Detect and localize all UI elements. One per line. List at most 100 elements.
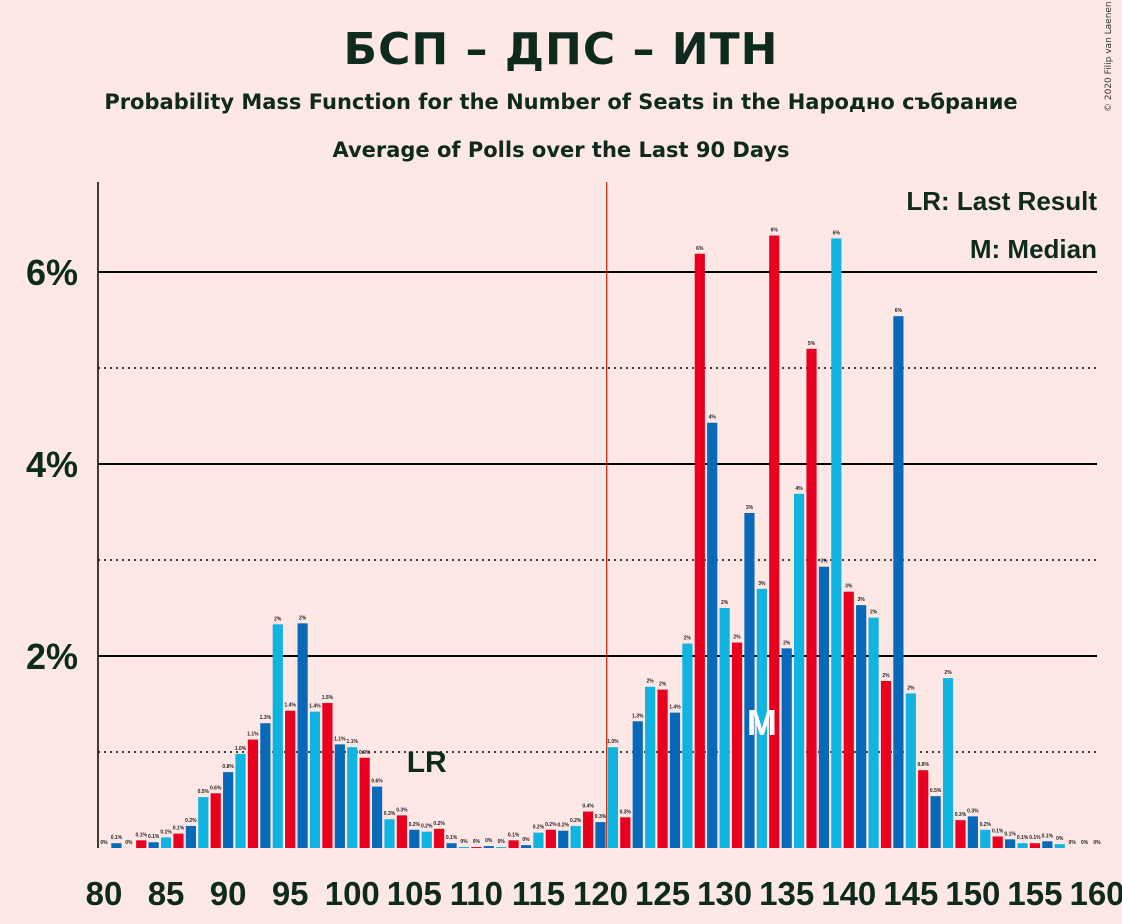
bar-value-label: 0% bbox=[473, 839, 481, 845]
bar-value-label: 0.1% bbox=[446, 835, 458, 841]
x-tick-label: 110 bbox=[450, 875, 503, 912]
bar bbox=[272, 624, 283, 848]
bar-value-label: 1.1% bbox=[247, 732, 259, 738]
bar bbox=[942, 678, 954, 848]
bar-value-label: 1.4% bbox=[309, 704, 321, 710]
bar bbox=[297, 623, 308, 848]
bar-value-label: 0.1% bbox=[160, 829, 172, 835]
bar bbox=[694, 253, 705, 848]
bar-value-label: 0.3% bbox=[955, 812, 967, 818]
bar bbox=[893, 316, 904, 848]
x-tick-label: 160 bbox=[1069, 875, 1122, 912]
bar-value-label: 3% bbox=[746, 505, 754, 511]
bar-value-label: 2% bbox=[684, 636, 692, 642]
x-tick-label: 125 bbox=[635, 875, 690, 912]
bar bbox=[794, 493, 805, 848]
bar-value-label: 1.0% bbox=[235, 746, 247, 752]
bar bbox=[185, 825, 196, 848]
bar bbox=[111, 843, 122, 848]
bar bbox=[967, 816, 978, 848]
bar-value-label: 0.2% bbox=[533, 825, 545, 831]
x-tick-label: 90 bbox=[210, 875, 247, 912]
bar bbox=[980, 829, 991, 848]
bar-value-label: 0.2% bbox=[570, 818, 582, 824]
bar-value-label: 0% bbox=[1056, 836, 1064, 842]
bar bbox=[607, 747, 619, 848]
x-tick-label: 95 bbox=[272, 875, 309, 912]
bar bbox=[359, 757, 370, 848]
bar-value-label: 0.2% bbox=[433, 821, 445, 827]
bar-value-label: 3% bbox=[820, 559, 828, 565]
bar bbox=[570, 825, 581, 848]
bar-value-label: 0.8% bbox=[918, 762, 930, 768]
bar-value-label: 0.1% bbox=[992, 828, 1004, 834]
bar bbox=[806, 348, 817, 848]
bar bbox=[707, 422, 718, 848]
bar-value-label: 0.2% bbox=[545, 822, 557, 828]
bar bbox=[545, 829, 556, 848]
bar-value-label: 3% bbox=[758, 581, 766, 587]
bar-value-label: 3% bbox=[858, 597, 866, 603]
bar bbox=[731, 642, 743, 848]
bar bbox=[173, 833, 184, 848]
x-tick-label: 105 bbox=[387, 875, 442, 912]
bar-value-label: 0.3% bbox=[620, 809, 632, 815]
bar-value-label: 4% bbox=[709, 415, 717, 421]
bar-value-label: 0% bbox=[460, 839, 468, 845]
y-tick-label: 2% bbox=[26, 636, 78, 677]
bar bbox=[260, 723, 271, 848]
bar-value-label: 0.2% bbox=[980, 822, 992, 828]
bar bbox=[247, 739, 259, 848]
bar-value-label: 2% bbox=[907, 685, 915, 691]
bar-value-label: 0% bbox=[1081, 840, 1089, 846]
bar bbox=[483, 846, 494, 848]
bar bbox=[285, 710, 296, 848]
bar-value-label: 0.6% bbox=[371, 779, 383, 785]
legend-last-result: LR: Last Result bbox=[906, 186, 1097, 216]
bar-value-label: 0% bbox=[100, 840, 108, 846]
bar-value-label: 0.2% bbox=[558, 823, 570, 829]
bar-value-label: 0.6% bbox=[210, 785, 222, 791]
bar bbox=[582, 811, 594, 848]
bar-value-label: 0.1% bbox=[1042, 833, 1054, 839]
bar bbox=[409, 829, 420, 848]
bar bbox=[595, 822, 606, 848]
bar-value-label: 1.4% bbox=[284, 703, 296, 709]
bar bbox=[818, 566, 830, 848]
bar bbox=[309, 711, 321, 848]
bar-value-label: 2% bbox=[721, 600, 729, 606]
bar-value-label: 0.3% bbox=[384, 811, 396, 817]
bar-value-label: 0.2% bbox=[409, 822, 421, 828]
bar-value-label: 0.1% bbox=[111, 835, 123, 841]
bar-value-label: 2% bbox=[882, 673, 890, 679]
bar bbox=[831, 238, 842, 848]
bar-value-label: 0.2% bbox=[185, 818, 197, 824]
x-tick-label: 100 bbox=[325, 875, 380, 912]
bar-value-label: 1.1% bbox=[334, 736, 346, 742]
x-tick-label: 135 bbox=[759, 875, 814, 912]
bar-value-label: 0.3% bbox=[396, 807, 408, 813]
bar bbox=[1042, 841, 1053, 848]
bar-value-label: 1.0% bbox=[607, 739, 619, 745]
bar-value-label: 0.3% bbox=[967, 808, 979, 814]
bar bbox=[843, 591, 854, 848]
bar bbox=[396, 815, 407, 848]
bar-value-label: 2% bbox=[659, 682, 667, 688]
bar bbox=[533, 832, 544, 848]
x-tick-label: 150 bbox=[945, 875, 1000, 912]
bar bbox=[781, 648, 792, 848]
bar bbox=[1017, 843, 1028, 848]
bar bbox=[347, 747, 358, 848]
x-tick-label: 155 bbox=[1007, 875, 1062, 912]
bar bbox=[160, 837, 172, 848]
x-tick-label: 140 bbox=[821, 875, 876, 912]
bar-value-label: 0.1% bbox=[173, 826, 185, 832]
bar bbox=[496, 847, 507, 848]
bar bbox=[905, 693, 916, 848]
bar bbox=[632, 721, 643, 848]
bar-value-label: 0.1% bbox=[1017, 835, 1029, 841]
bar bbox=[508, 840, 519, 848]
bar bbox=[856, 605, 867, 848]
bar-value-label: 0% bbox=[125, 840, 133, 846]
